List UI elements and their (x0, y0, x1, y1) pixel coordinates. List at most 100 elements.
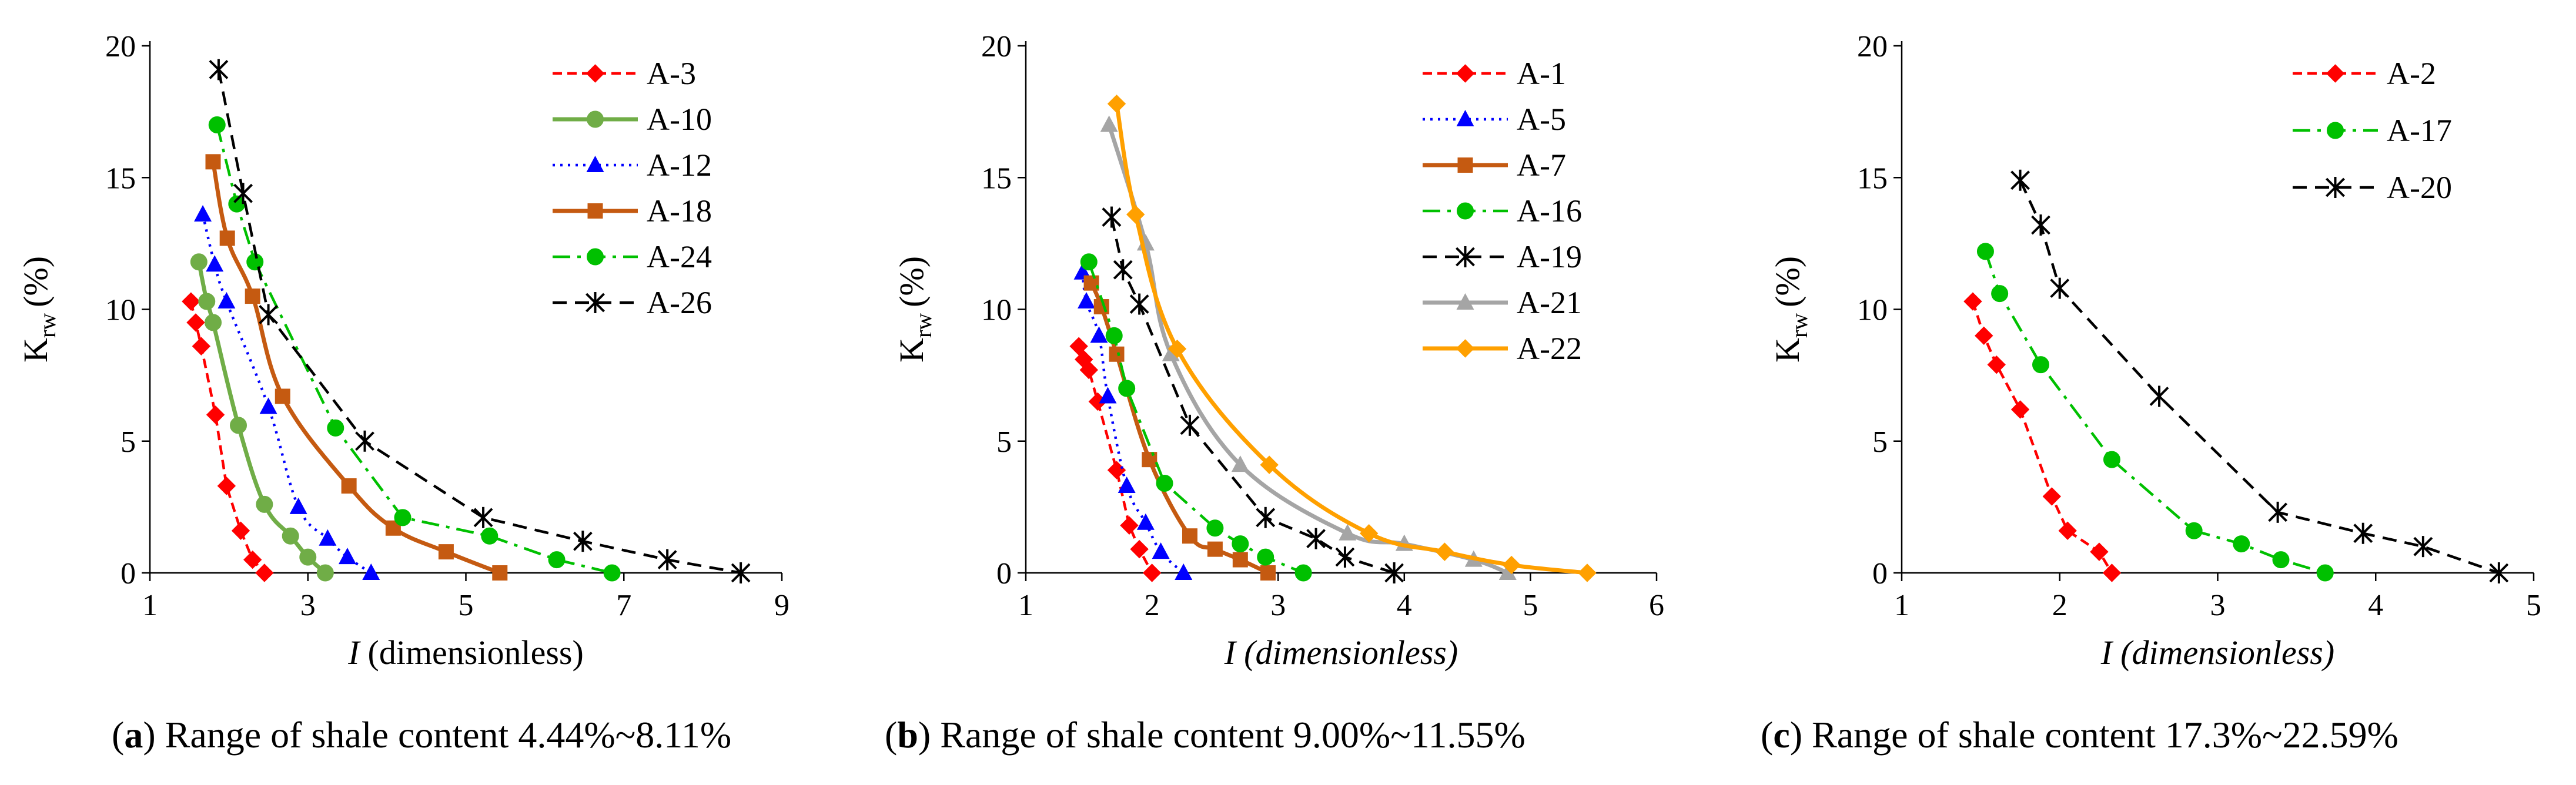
series-A-1 (1069, 337, 1162, 582)
legend-marker (586, 156, 604, 172)
x-tick-label: 4 (1397, 589, 1412, 622)
series-line (2019, 179, 2500, 575)
data-point (205, 154, 221, 170)
data-point (548, 551, 566, 569)
data-point (231, 521, 250, 540)
series-A-26 (209, 59, 751, 583)
legend-label: A-12 (647, 147, 712, 183)
data-point (438, 544, 454, 560)
series-line (201, 214, 372, 574)
y-tick-label: 10 (105, 294, 136, 327)
data-point (603, 564, 621, 582)
data-point (245, 288, 260, 304)
legend-entry: A-21 (1423, 285, 1582, 320)
legend-label: A-24 (647, 239, 712, 274)
x-tick-label: 2 (1145, 589, 1160, 622)
data-point (1109, 346, 1125, 362)
legend-entry: A-19 (1423, 239, 1582, 274)
data-point (481, 527, 499, 545)
data-point (2058, 521, 2077, 540)
data-point (205, 314, 222, 331)
legend-entry: A-18 (553, 193, 712, 229)
data-point (362, 563, 380, 580)
legend-entry: A-17 (2293, 113, 2452, 148)
series-line (1971, 301, 2113, 574)
data-point (255, 563, 274, 582)
series-A-7 (1083, 275, 1276, 581)
y-tick-label: 10 (1857, 294, 1888, 327)
data-point (1078, 292, 1096, 309)
series-A-3 (182, 292, 274, 582)
legend-marker (1456, 293, 1474, 310)
x-tick-label: 7 (616, 589, 631, 622)
data-point (289, 497, 307, 514)
legend-label: A-26 (647, 285, 712, 320)
legend-label: A-18 (647, 193, 712, 229)
chart-panel-c: 0 5 10 15 20 1 2 3 4 5 Krw(%) I (dimensionless) A-2 A-… (1761, 30, 2541, 756)
y-tick-label: 20 (981, 30, 1012, 63)
data-point (1976, 243, 1994, 260)
data-point (657, 549, 677, 571)
data-point (182, 292, 200, 311)
data-point (492, 565, 508, 581)
legend-marker (1456, 64, 1475, 83)
series-A-12 (194, 205, 380, 580)
legend-entry: A-7 (1423, 147, 1566, 183)
panel-caption: (c) Range of shale content 17.3%~22.59% (1761, 714, 2398, 756)
data-point (2272, 551, 2290, 569)
x-tick-label: 9 (774, 589, 789, 622)
data-point (233, 183, 253, 204)
data-point (190, 253, 208, 271)
legend-label: A-5 (1517, 102, 1566, 137)
y-axis-label: Krw(%) (892, 256, 936, 363)
data-point (275, 388, 290, 404)
legend-marker (2326, 177, 2345, 198)
data-point (2413, 536, 2433, 558)
legend-entry: A-3 (553, 56, 696, 91)
data-point (208, 116, 226, 134)
data-point (209, 59, 229, 80)
data-point (2268, 501, 2288, 523)
data-point (2042, 487, 2062, 506)
series-A-19 (1102, 206, 1404, 583)
data-point (1257, 548, 1274, 566)
data-point (1129, 293, 1149, 315)
data-point (259, 397, 277, 414)
x-tick-label: 6 (1649, 589, 1664, 622)
legend-marker (586, 64, 605, 83)
chart-panel-a: 0 5 10 15 20 1 3 5 7 9 Krw(%) I (dimensionless) A-3 A-… (16, 30, 789, 756)
data-point (2032, 356, 2049, 374)
legend-marker (587, 248, 604, 266)
legend-marker (1457, 157, 1473, 173)
y-tick-label: 0 (121, 557, 136, 591)
legend-marker (1457, 202, 1474, 220)
data-point (1578, 563, 1597, 582)
data-point (573, 531, 593, 552)
chart-panel-b: 0 5 10 15 20 1 2 3 4 5 6 Krw(%) I (dimensionless) A-1 A… (885, 30, 1664, 756)
legend-label: A-19 (1517, 239, 1582, 274)
legend-label: A-21 (1517, 285, 1582, 320)
data-point (319, 529, 337, 546)
data-point (2233, 535, 2250, 553)
series-line (1078, 345, 1153, 574)
legend-entry: A-2 (2293, 56, 2436, 91)
data-point (1498, 563, 1517, 580)
data-point (230, 417, 247, 434)
data-point (2102, 563, 2122, 582)
y-tick-label: 5 (1872, 425, 1888, 459)
data-point (1260, 455, 1279, 474)
series-A-22 (1107, 94, 1597, 582)
data-point (394, 509, 412, 526)
y-tick-label: 0 (1872, 557, 1888, 591)
data-point (1207, 541, 1223, 557)
data-point (282, 527, 299, 545)
data-point (1118, 476, 1136, 493)
data-point (1384, 562, 1404, 583)
data-point (1232, 552, 1248, 568)
series-A-10 (190, 253, 334, 582)
data-point (2149, 385, 2169, 407)
data-point (338, 548, 356, 565)
data-point (1435, 542, 1454, 561)
data-point (731, 562, 751, 583)
x-axis-label: I (dimensionless) (347, 633, 584, 672)
